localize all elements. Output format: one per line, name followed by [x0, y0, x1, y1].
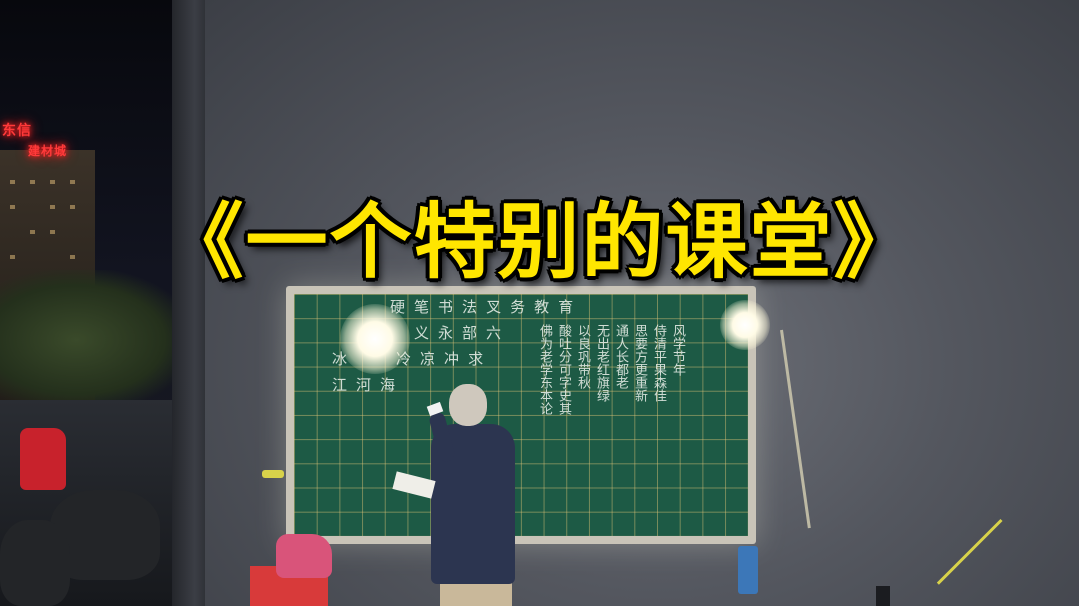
- neon-sign-right: 建材城: [28, 144, 68, 158]
- scooter: [0, 520, 70, 606]
- pillar: [172, 0, 210, 606]
- neon-sign-left: 东信: [2, 123, 32, 139]
- chalk-char: 笔: [414, 298, 430, 316]
- chalk-char: 叉: [486, 298, 502, 316]
- chalk-column: 侍清平果森佳: [651, 324, 666, 402]
- title-banner: 《一个特别的课堂》: [0, 188, 1079, 298]
- chalk-char: 义: [414, 324, 430, 342]
- chalk-char: 河: [356, 376, 372, 394]
- blue-towel: [738, 546, 758, 594]
- chalk-column: 通人长都老: [613, 324, 628, 389]
- chalk-row-4: 江 河 海: [332, 378, 395, 393]
- chalk-char: 书: [438, 298, 454, 316]
- chalk-char: 务: [510, 298, 526, 316]
- teacher-head: [449, 384, 487, 426]
- bottle: [876, 586, 890, 606]
- chalk-char: 法: [462, 298, 478, 316]
- chalk-column: 思要方更重新: [632, 324, 647, 402]
- chalk-char: 部: [462, 324, 478, 342]
- trees: [0, 270, 190, 410]
- red-bag: [20, 428, 66, 490]
- video-title: 《一个特别的课堂》: [161, 195, 918, 290]
- chalk-char: 教: [534, 298, 550, 316]
- chalk-column: 无出老红旗绿: [594, 324, 609, 402]
- chalk-char: 育: [558, 298, 574, 316]
- cable: [262, 470, 284, 478]
- board-grid: 硬 笔 书 法 叉 务 教 育 义 永 部 六 冰 冷 凉 冲 求: [294, 294, 748, 536]
- chalk-char: 冲: [444, 350, 460, 368]
- chalk-right-columns: 佛为老学东本论 酸吐分可字史其 以良巩带秋 无出老红旗绿 通人长都老 思要方更重…: [537, 324, 685, 415]
- lamp-left: [340, 304, 410, 374]
- chalk-char: 六: [486, 324, 502, 342]
- chalk-char: 海: [380, 376, 396, 394]
- chalk-column: 佛为老学东本论: [537, 324, 552, 415]
- chalk-char: 凉: [420, 350, 436, 368]
- chalk-column: 以良巩带秋: [575, 324, 590, 389]
- chalk-column: 酸吐分可字史其: [556, 324, 571, 415]
- chalk-char: 永: [438, 324, 454, 342]
- chalk-column: 风学节年: [670, 324, 685, 376]
- chalk-char: 求: [468, 350, 484, 368]
- pink-cloth: [276, 534, 332, 578]
- chalk-top-row: 硬 笔 书 法 叉 务 教 育: [390, 300, 660, 315]
- lamp-right: [720, 300, 770, 350]
- chalk-char: 江: [332, 376, 348, 394]
- chalk-row-2: 义 永 部 六: [414, 326, 501, 341]
